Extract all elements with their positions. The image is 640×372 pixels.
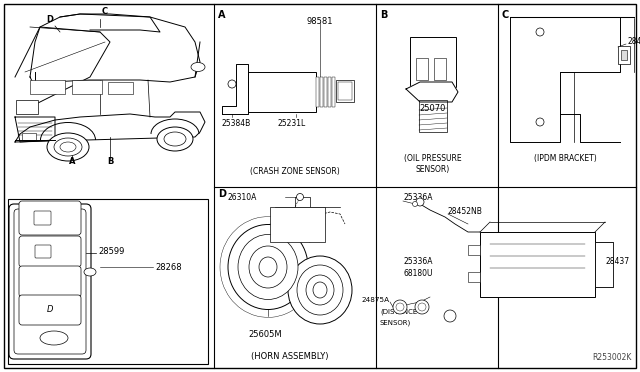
FancyBboxPatch shape bbox=[35, 245, 51, 258]
Ellipse shape bbox=[313, 282, 327, 298]
FancyBboxPatch shape bbox=[9, 204, 91, 359]
Text: (DISTANCE: (DISTANCE bbox=[380, 309, 417, 315]
Bar bbox=[16, 100, 38, 114]
Ellipse shape bbox=[228, 224, 308, 310]
Bar bbox=[8, 199, 208, 364]
Polygon shape bbox=[510, 17, 620, 142]
Bar bbox=[468, 245, 480, 255]
Ellipse shape bbox=[415, 300, 429, 314]
FancyBboxPatch shape bbox=[19, 295, 81, 325]
Bar bbox=[248, 72, 316, 112]
Ellipse shape bbox=[259, 257, 277, 277]
Text: 98581: 98581 bbox=[307, 17, 333, 26]
Text: B: B bbox=[107, 157, 113, 166]
Ellipse shape bbox=[536, 118, 544, 126]
Ellipse shape bbox=[288, 256, 352, 324]
Ellipse shape bbox=[296, 193, 303, 201]
Text: 68180U: 68180U bbox=[403, 269, 433, 279]
Bar bbox=[419, 100, 447, 132]
Bar bbox=[30, 80, 65, 94]
Ellipse shape bbox=[157, 127, 193, 151]
Text: D: D bbox=[47, 15, 54, 24]
Bar bbox=[416, 58, 428, 80]
Ellipse shape bbox=[84, 268, 96, 276]
Ellipse shape bbox=[191, 62, 205, 71]
Text: C: C bbox=[502, 10, 509, 20]
Text: (HORN ASSEMBLY): (HORN ASSEMBLY) bbox=[252, 352, 329, 361]
Text: (CRASH ZONE SENSOR): (CRASH ZONE SENSOR) bbox=[250, 167, 340, 176]
Text: 28485: 28485 bbox=[628, 38, 640, 46]
Ellipse shape bbox=[40, 331, 68, 345]
Bar bbox=[108, 82, 133, 94]
Bar bbox=[332, 77, 335, 107]
Ellipse shape bbox=[164, 132, 186, 146]
Bar bbox=[621, 50, 627, 60]
FancyBboxPatch shape bbox=[19, 236, 81, 267]
Bar bbox=[336, 80, 354, 102]
Bar bbox=[316, 77, 319, 107]
Text: 25336A: 25336A bbox=[403, 192, 433, 202]
Bar bbox=[434, 58, 446, 80]
FancyBboxPatch shape bbox=[14, 209, 86, 354]
Bar bbox=[618, 46, 630, 64]
Ellipse shape bbox=[306, 275, 334, 305]
Bar bbox=[72, 80, 102, 94]
Text: 25231L: 25231L bbox=[278, 119, 307, 128]
Bar bbox=[22, 133, 36, 140]
Text: 24875A: 24875A bbox=[362, 297, 390, 303]
Ellipse shape bbox=[47, 133, 89, 161]
Ellipse shape bbox=[536, 28, 544, 36]
Polygon shape bbox=[406, 82, 458, 102]
Text: D: D bbox=[47, 305, 53, 314]
Bar bbox=[324, 77, 327, 107]
FancyBboxPatch shape bbox=[19, 266, 81, 297]
Bar bbox=[338, 82, 352, 100]
Text: D: D bbox=[218, 189, 227, 199]
Ellipse shape bbox=[54, 138, 82, 156]
Text: (OIL PRESSURE: (OIL PRESSURE bbox=[404, 154, 462, 163]
Text: 28437: 28437 bbox=[605, 257, 629, 266]
Text: 28268: 28268 bbox=[155, 263, 182, 272]
Bar bbox=[410, 37, 456, 87]
Text: 25384B: 25384B bbox=[222, 119, 252, 128]
Ellipse shape bbox=[228, 80, 236, 88]
Bar bbox=[468, 272, 480, 282]
Text: A: A bbox=[218, 10, 226, 20]
Ellipse shape bbox=[393, 300, 407, 314]
FancyBboxPatch shape bbox=[34, 211, 51, 225]
Text: C: C bbox=[102, 7, 108, 16]
Bar bbox=[320, 77, 323, 107]
Text: A: A bbox=[68, 157, 76, 166]
Ellipse shape bbox=[444, 310, 456, 322]
Text: 25336A: 25336A bbox=[403, 257, 433, 266]
Text: 25605M: 25605M bbox=[248, 330, 282, 339]
Text: (IPDM BRACKET): (IPDM BRACKET) bbox=[534, 154, 596, 163]
Text: 28452NB: 28452NB bbox=[448, 208, 483, 217]
Ellipse shape bbox=[297, 265, 343, 315]
FancyBboxPatch shape bbox=[19, 201, 81, 235]
Bar bbox=[328, 77, 331, 107]
Text: SENSOR): SENSOR) bbox=[416, 165, 450, 174]
Text: 26310A: 26310A bbox=[228, 192, 257, 202]
Text: 28599: 28599 bbox=[98, 247, 124, 257]
Text: 25070: 25070 bbox=[420, 104, 446, 113]
Ellipse shape bbox=[418, 303, 426, 311]
Ellipse shape bbox=[396, 303, 404, 311]
Text: B: B bbox=[380, 10, 388, 20]
Bar bbox=[270, 207, 325, 242]
Bar bbox=[480, 232, 595, 297]
Ellipse shape bbox=[416, 198, 424, 206]
Ellipse shape bbox=[413, 202, 417, 206]
Ellipse shape bbox=[60, 142, 76, 152]
Ellipse shape bbox=[238, 234, 298, 299]
Ellipse shape bbox=[249, 246, 287, 288]
Text: R253002K: R253002K bbox=[593, 353, 632, 362]
Text: SENSOR): SENSOR) bbox=[380, 320, 412, 326]
Bar bbox=[595, 242, 613, 287]
